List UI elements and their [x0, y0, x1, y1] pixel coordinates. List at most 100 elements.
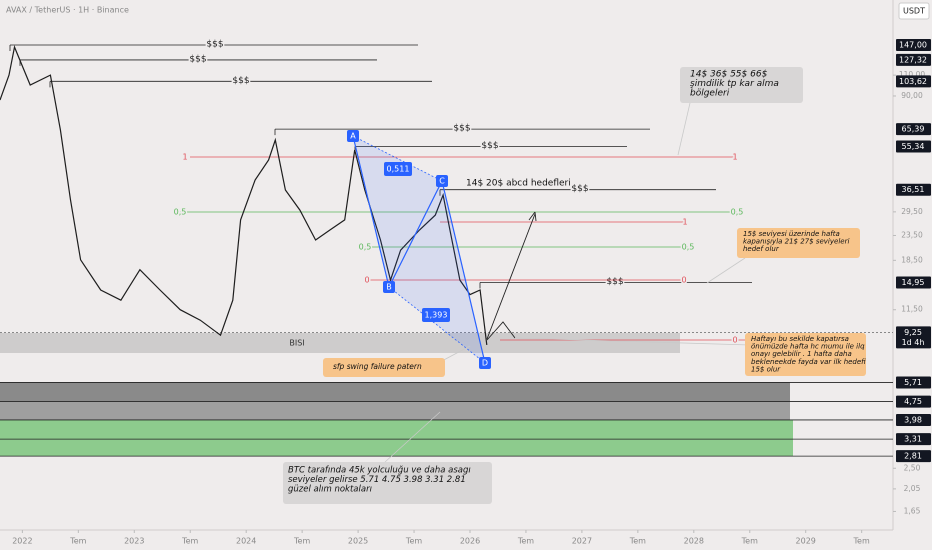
note-box: [745, 333, 866, 376]
note-text: hedef olur: [743, 245, 780, 253]
note-text: bekleneekde fayda var ilk hedefi: [751, 358, 866, 366]
fib-label: 1: [732, 153, 737, 162]
arrow-head: [528, 211, 537, 222]
price-label-box: [896, 450, 931, 463]
ratio-box: [384, 162, 412, 176]
y-tick-label: 90,00: [901, 91, 923, 100]
price-label: 3,31: [904, 435, 922, 444]
pattern-fill: [389, 181, 485, 363]
price-label: 4,75: [904, 397, 922, 406]
fib-label: 0,5: [174, 208, 187, 217]
liquidity-label: $$$: [206, 40, 223, 50]
price-label-box: [896, 140, 931, 153]
y-tick-label: 23,50: [901, 230, 923, 239]
y-tick-label: 2,50: [904, 463, 921, 472]
note-box: [283, 462, 492, 504]
pattern-point-label: C: [439, 177, 445, 186]
liquidity-label: $$$: [571, 184, 588, 194]
x-tick-label: Tem: [629, 537, 646, 546]
pattern-point-box: [383, 281, 395, 293]
callout-connector: [706, 257, 746, 284]
pattern-diagonals: [352, 135, 486, 364]
price-label: 5,71: [904, 378, 922, 387]
fib-label: 0: [364, 276, 369, 285]
ratio-label: 1,393: [425, 311, 448, 320]
fib-label: 0: [732, 336, 737, 345]
x-tick-label: Tem: [517, 537, 534, 546]
green-zone: [0, 420, 793, 456]
pattern-point-label: B: [386, 283, 392, 292]
x-tick-label: 2028: [684, 537, 704, 546]
price-label: 147,00: [899, 41, 927, 50]
note-text: şimdilik tp kar alma: [690, 79, 779, 89]
note-text: Haftayı bu sekilde kapatırsa: [751, 335, 849, 343]
note-text: seviyeler gelirse 5.71 4.75 3.98 3.31 2.…: [288, 475, 466, 485]
note-text: önümüzde hafta hc mumu ile ilq: [751, 343, 865, 351]
price-label-box: [896, 123, 931, 136]
abcd-note: 14$ 20$ abcd hedefleri: [466, 179, 571, 189]
x-tick-label: 2025: [348, 537, 368, 546]
price-label-box: [896, 39, 931, 52]
x-tick-label: Tem: [181, 537, 198, 546]
y-tick-label: 29,50: [901, 207, 923, 216]
zone-label: BISI: [289, 339, 304, 348]
liquidity-label: $$$: [606, 277, 623, 287]
y-tick-label: 18,50: [901, 255, 923, 264]
price-label-box: [896, 183, 931, 196]
fib-label: 0,5: [359, 243, 372, 252]
countdown-label: 1d 4h: [902, 338, 925, 347]
price-label-box: [896, 326, 931, 349]
fib-label: 0: [681, 276, 686, 285]
y-tick-label: 110,00: [899, 70, 925, 79]
currency-button[interactable]: [898, 2, 930, 20]
note-text: onayı gelebilir . 1 hafta daha: [751, 350, 852, 358]
note-box: [737, 228, 860, 258]
ratio-label: 0,511: [387, 165, 410, 174]
note-box: [323, 358, 445, 377]
fib-label: 0,5: [682, 243, 695, 252]
price-label: 55,34: [902, 142, 925, 151]
price-line: [0, 45, 488, 345]
x-tick-label: 2023: [124, 537, 144, 546]
projection-arrow: [486, 213, 536, 340]
liquidity-label: $$$: [232, 76, 249, 86]
liquidity-label: $$$: [481, 141, 498, 151]
pattern-point-label: A: [350, 132, 356, 141]
note-text: güzel alım noktaları: [288, 485, 372, 495]
x-tick-label: Tem: [69, 537, 86, 546]
y-tick-label: 11,50: [901, 305, 923, 314]
price-label-box: [896, 276, 931, 289]
x-tick-label: 2029: [796, 537, 816, 546]
note-text: 14$ 36$ 55$ 66$: [690, 70, 768, 80]
price-label: 127,32: [899, 55, 927, 64]
note-text: bölgeleri: [690, 89, 730, 99]
currency-label: USDT: [903, 7, 925, 16]
price-label: 14,95: [902, 278, 925, 287]
price-label: 65,39: [902, 125, 925, 134]
accumulation-zone: [0, 333, 680, 353]
price-label: 2,81: [904, 452, 922, 461]
x-tick-label: Tem: [853, 537, 870, 546]
note-text: 15$ olur: [751, 365, 781, 373]
y-tick-label: 2,05: [904, 484, 921, 493]
x-tick-label: Tem: [405, 537, 422, 546]
chart-title: AVAX / TetherUS · 1H · Binance: [6, 6, 129, 15]
note-text: kapanışıyla 21$ 27$ seviyeleri: [743, 238, 849, 246]
callout-connector: [514, 337, 751, 346]
callout-connector: [384, 411, 441, 463]
x-tick-label: Tem: [741, 537, 758, 546]
fib-label: 1: [682, 218, 687, 227]
price-label-box: [896, 413, 931, 426]
x-tick-label: 2022: [12, 537, 32, 546]
liquidity-label: $$$: [453, 124, 470, 134]
pattern-fill: [353, 136, 442, 287]
dark-zone: [0, 382, 790, 401]
pattern-point-box: [479, 357, 491, 369]
price-label-box: [896, 433, 931, 446]
price-label: 9,25: [904, 328, 922, 337]
price-label: 3,98: [904, 415, 922, 424]
zones: [0, 333, 793, 456]
x-tick-label: Tem: [293, 537, 310, 546]
price-label-box: [896, 395, 931, 408]
callout-connector: [677, 102, 691, 156]
